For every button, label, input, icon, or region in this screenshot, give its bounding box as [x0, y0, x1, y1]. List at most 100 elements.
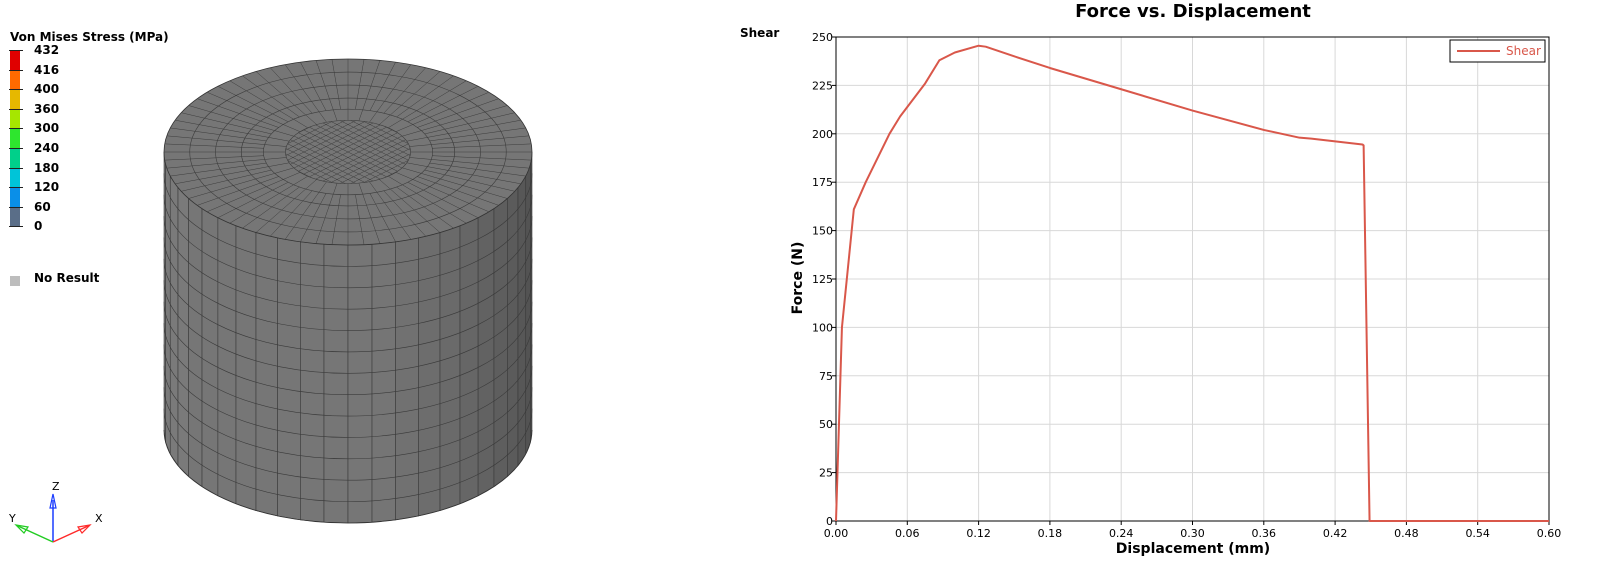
top-mesh-radial: [388, 80, 467, 128]
top-mesh-radial: [395, 91, 490, 132]
top-mesh-radial: [284, 181, 327, 240]
legend-swatch: [10, 187, 20, 208]
top-mesh-radial: [229, 176, 308, 224]
top-mesh-radial: [197, 176, 279, 206]
legend-entry: 240: [9, 141, 160, 168]
top-mesh-radial: [188, 105, 294, 137]
cylinder-side-face: [477, 208, 495, 497]
plot-frame: [835, 36, 1550, 522]
series-shear-line: [835, 44, 1549, 522]
x-tick-label: 0.42: [1323, 527, 1348, 540]
y-tick-label: 25: [819, 467, 833, 480]
top-mesh-radial: [270, 190, 313, 237]
legend-swatch: [10, 167, 20, 188]
legend-title: Von Mises Stress (MPa): [10, 30, 169, 44]
cylinder-side-ring: [163, 280, 533, 374]
legend-shear-label: Shear: [1506, 44, 1541, 58]
top-mesh-radial: [315, 183, 338, 244]
top-mesh-radial: [409, 157, 530, 169]
legend-value-label: 120: [34, 180, 60, 195]
x-tick-label: 0.60: [1537, 527, 1562, 540]
top-mesh-radial: [407, 86, 479, 122]
top-mesh-radial: [188, 167, 294, 199]
y-tick-label: 150: [812, 225, 833, 238]
top-mesh-radial: [432, 143, 532, 149]
top-mesh-radial: [331, 59, 341, 110]
chart-legend[interactable]: Shear: [1449, 39, 1546, 63]
x-tick-label: 0.18: [1038, 527, 1063, 540]
top-mesh-radial: [255, 179, 317, 233]
force-displacement-chart[interactable]: Force vs. Displacement 0.00 0.06 0.12 0.18 0…: [760, 0, 1600, 576]
cylinder-bottom-edge: [163, 429, 533, 524]
cylinder-side-face: [217, 217, 237, 505]
cylinder-side-face: [493, 197, 508, 488]
legend-value-label: 360: [34, 101, 60, 116]
top-mesh-radial: [406, 119, 521, 142]
top-mesh-radial: [358, 60, 381, 121]
z-axis-arrow: [49, 493, 57, 509]
legend-no-result: No Result: [10, 271, 160, 288]
cylinder-side-face: [517, 175, 527, 467]
legend-swatch: [10, 69, 20, 90]
legend-value-label: 0: [34, 219, 43, 234]
cylinder-side-face: [235, 225, 257, 511]
legend-value-label: 400: [34, 82, 60, 97]
legend-value-label: 240: [34, 141, 60, 155]
x-axis-line: [52, 525, 89, 543]
top-mesh-grid-line: [285, 120, 395, 184]
top-mesh-radial: [383, 67, 426, 114]
top-mesh-radial: [383, 190, 426, 237]
top-mesh-radial: [242, 75, 300, 118]
y-tick-label: 250: [812, 31, 833, 44]
shear-label: Shear: [740, 26, 780, 40]
y-axis-label: Y: [8, 512, 16, 525]
x-axis-label: X: [95, 512, 103, 525]
top-mesh-radial: [166, 135, 287, 147]
x-tick-label: 0.48: [1394, 527, 1419, 540]
top-mesh-radial: [206, 172, 301, 213]
top-mesh-radial: [242, 186, 300, 229]
legend-swatch: [10, 50, 20, 70]
top-mesh-grid-line: [285, 120, 373, 184]
top-mesh-radial: [355, 194, 365, 245]
axis-triad: Z Y X: [8, 480, 103, 543]
y-tick-label: 0: [826, 515, 833, 528]
top-mesh-radial: [331, 194, 341, 245]
cylinder-side-ring: [163, 387, 533, 481]
top-mesh-grid-line: [334, 120, 411, 184]
top-mesh-radial: [407, 182, 479, 218]
top-mesh-radial: [284, 64, 327, 123]
series-group: [835, 44, 1549, 522]
legend-swatch: [10, 128, 20, 149]
no-result-label: No Result: [34, 271, 100, 285]
x-tick-label: 0.54: [1465, 527, 1490, 540]
top-mesh-radial: [424, 112, 515, 135]
top-mesh-radial: [170, 127, 267, 142]
model-viewport[interactable]: Von Mises Stress (MPa) 432 416 400 360 300 24…: [0, 0, 760, 576]
y-axis-title: Force (N): [790, 242, 806, 315]
top-mesh-radial: [369, 181, 412, 240]
x-tick-label: 0.06: [895, 527, 920, 540]
y-tick-label: 125: [812, 273, 833, 286]
y-tick-label: 225: [812, 79, 833, 92]
legend-entry: 400: [9, 82, 160, 110]
x-tick-label: 0.12: [966, 527, 991, 540]
cylinder-side-ring: [163, 194, 533, 289]
y-tick-label: 200: [812, 128, 833, 141]
legend-tick: [9, 50, 23, 51]
legend-entry: 180: [9, 161, 160, 188]
legend-swatch: [10, 206, 20, 227]
top-mesh-radial: [409, 135, 530, 147]
top-mesh-radial: [358, 183, 381, 244]
top-mesh-radial: [379, 71, 441, 125]
legend-tick: [9, 108, 23, 110]
cylinder-mesh-model[interactable]: [0, 0, 760, 576]
top-mesh-radial: [396, 75, 454, 118]
cylinder-side-ring: [163, 237, 533, 331]
cylinder-side-ring: [163, 258, 533, 353]
x-tick-labels: 0.00 0.06 0.12 0.18 0.24 0.30 0.36 0.42 0.48 0.54…: [824, 527, 1562, 540]
legend-tick: [9, 89, 23, 91]
x-tick-label: 0.00: [824, 527, 849, 540]
top-mesh-radial: [429, 162, 526, 177]
top-mesh-grid-line: [312, 120, 411, 184]
